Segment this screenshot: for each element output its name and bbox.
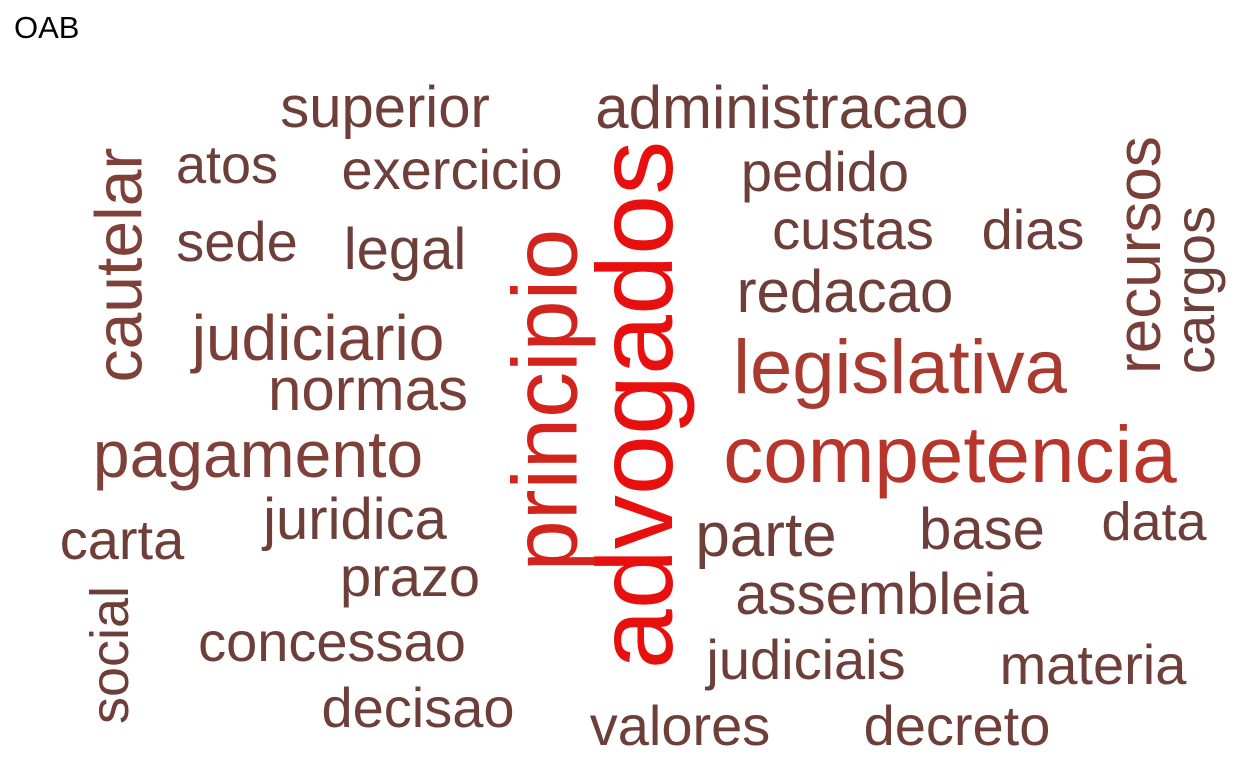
word-concessao: concessao	[198, 610, 466, 673]
word-decreto: decreto	[863, 694, 1051, 757]
word-redacao: redacao	[736, 258, 954, 325]
word-judiciais: judiciais	[706, 628, 906, 691]
word-decisao: decisao	[321, 676, 515, 739]
word-assembleia: assembleia	[735, 562, 1029, 627]
word-judiciario: judiciario	[191, 302, 445, 374]
word-pagamento: pagamento	[92, 417, 424, 491]
word-superior: superior	[280, 75, 490, 140]
word-pedido: pedido	[740, 140, 910, 203]
word-parte: parte	[695, 501, 837, 570]
word-social: social	[80, 585, 140, 725]
word-normas: normas	[267, 356, 469, 423]
word-custas: custas	[772, 198, 934, 261]
word-legal: legal	[343, 217, 467, 282]
word-valores: valores	[589, 694, 771, 757]
word-base: base	[919, 497, 1045, 562]
word-sede: sede	[176, 210, 298, 273]
word-juridica: juridica	[263, 487, 447, 552]
cloud-title: OAB	[14, 10, 80, 45]
word-administracao: administracao	[595, 74, 969, 141]
word-dias: dias	[981, 198, 1085, 261]
word-legislativa: legislativa	[733, 325, 1067, 410]
word-principio: principio	[494, 228, 596, 572]
word-advogados: advogados	[573, 140, 695, 670]
word-recursos: recursos	[1105, 136, 1174, 374]
word-atos: atos	[175, 135, 279, 195]
word-materia: materia	[999, 633, 1187, 696]
word-exercicio: exercicio	[341, 138, 563, 201]
word-cautelar: cautelar	[81, 147, 155, 383]
word-competencia: competencia	[723, 410, 1177, 499]
word-data: data	[1101, 492, 1207, 552]
word-prazo: prazo	[339, 545, 481, 608]
word-cargos: cargos	[1163, 205, 1226, 375]
word-carta: carta	[59, 508, 185, 571]
